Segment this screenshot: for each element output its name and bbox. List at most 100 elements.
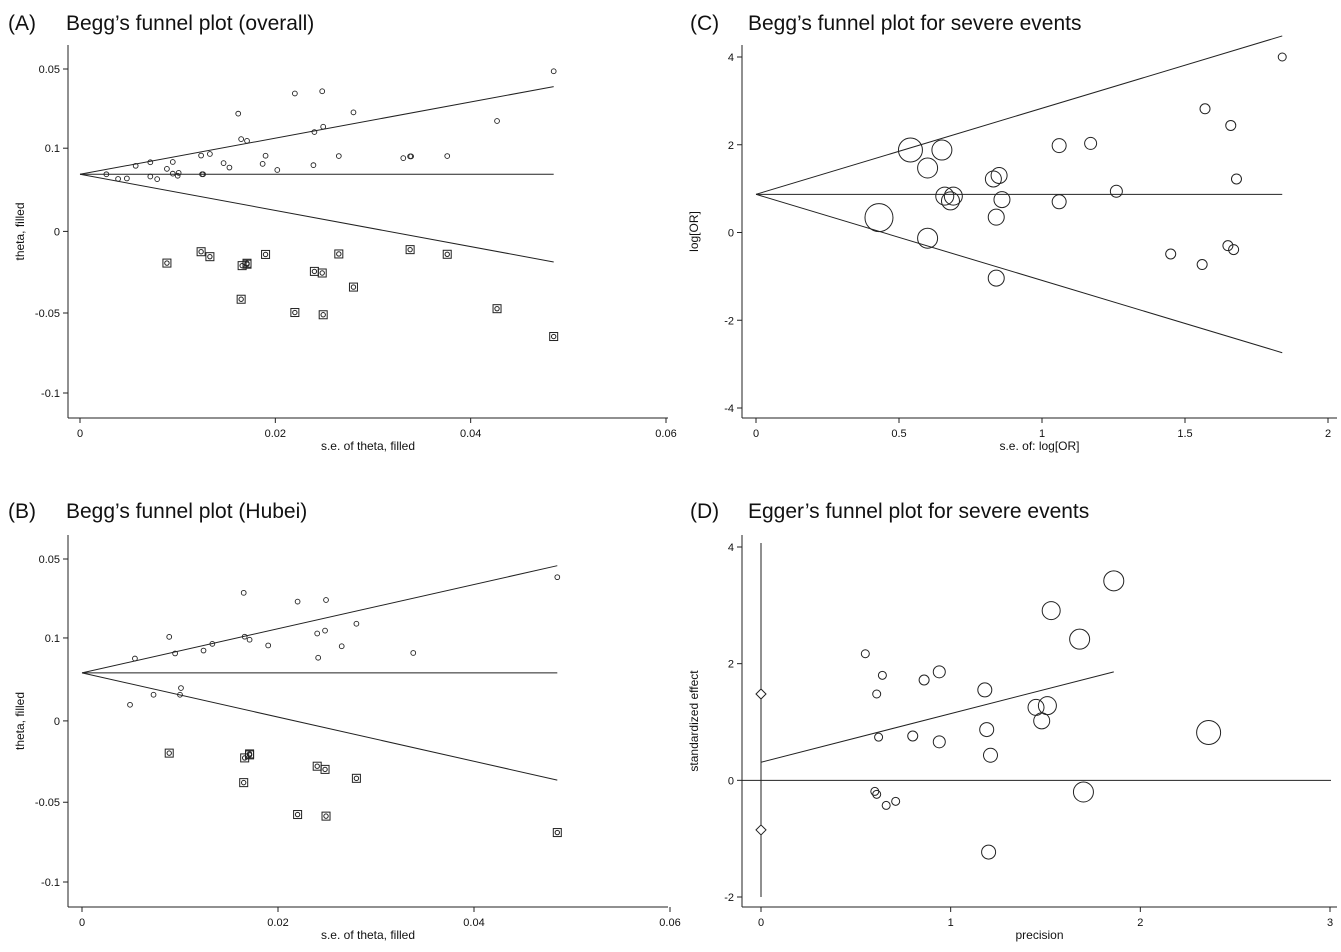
weighted-study-point — [1033, 712, 1051, 730]
study-point — [178, 685, 184, 691]
panel-b-tag: (B) — [8, 500, 36, 523]
x-tick-label: 0.06 — [655, 428, 676, 440]
study-point — [147, 173, 154, 180]
study-point — [150, 691, 157, 698]
weighted-study-point — [993, 191, 1011, 209]
panel-d-tag: (D) — [690, 500, 720, 523]
x-tick-label: 1 — [948, 917, 954, 929]
imputed-study-point — [246, 751, 253, 757]
y-axis-title: log[OR] — [687, 211, 701, 252]
study-point — [408, 153, 414, 160]
imputed-study-square — [317, 268, 327, 278]
study-point — [103, 171, 110, 178]
study-point — [550, 68, 557, 75]
study-point — [262, 152, 269, 159]
imputed-study-point — [292, 309, 298, 316]
weighted-study-point — [1084, 136, 1098, 150]
imputed-study-square — [321, 811, 331, 821]
weighted-study-point — [1041, 601, 1061, 621]
x-axis-title: s.e. of theta, filled — [321, 439, 415, 453]
study-point — [410, 650, 417, 656]
chart-d: 0 1 2 3 4 2 0 -2 precision standardized effect — [687, 535, 1337, 942]
imputed-study-square — [492, 304, 502, 314]
intercept-ci-diamond — [755, 688, 767, 700]
imputed-study-square — [239, 778, 249, 788]
weighted-study-point — [1051, 194, 1067, 210]
chart-b: 0 0.02 0.04 0.06 0.05 0.1 0 -0.05 -0.1 s.e. of th… — [13, 535, 681, 942]
x-axis-title: precision — [1015, 928, 1063, 942]
imputed-study-square — [318, 310, 328, 320]
x-tick-label: 0.02 — [267, 917, 288, 929]
study-point — [226, 164, 233, 171]
study-point — [400, 155, 407, 161]
imputed-study-square — [293, 810, 303, 820]
y-tick-label: 2 — [728, 659, 734, 671]
weighted-study-point — [907, 730, 919, 742]
weighted-study-point — [940, 191, 960, 211]
weighted-study-point — [864, 203, 894, 233]
imputed-study-point — [314, 763, 320, 769]
weighted-study-point — [987, 269, 1005, 287]
study-point — [177, 691, 183, 698]
y-tick-label: -2 — [724, 892, 734, 904]
study-point — [315, 654, 322, 661]
weighted-study-point — [943, 186, 963, 206]
study-point — [166, 633, 173, 640]
y-tick-label: -0.05 — [35, 797, 60, 809]
weighted-study-point — [897, 137, 923, 163]
study-point — [292, 90, 298, 97]
weighted-study-point — [1037, 696, 1057, 716]
x-tick-label: 2 — [1137, 917, 1143, 929]
study-point — [174, 172, 181, 179]
imputed-study-square — [236, 294, 246, 304]
imputed-study-point — [444, 251, 450, 257]
weighted-study-point — [1072, 781, 1094, 803]
y-tick-label: 0.05 — [39, 554, 60, 566]
y-tick-label: 4 — [728, 542, 734, 554]
weighted-study-point — [1222, 240, 1234, 252]
weighted-study-point — [935, 186, 955, 206]
imputed-study-point — [550, 333, 557, 340]
imputed-study-square — [290, 308, 300, 318]
panel-b-heading: Begg’s funnel plot (Hubei) — [66, 500, 308, 523]
study-point — [259, 161, 266, 167]
imputed-study-point — [554, 829, 560, 836]
x-tick-label: 0 — [758, 917, 764, 929]
study-point — [169, 170, 176, 177]
y-tick-label: 0 — [728, 228, 734, 240]
weighted-study-point — [987, 208, 1005, 226]
study-point — [265, 642, 272, 649]
imputed-study-point — [238, 296, 244, 302]
imputed-study-point — [241, 779, 247, 786]
y-tick-label: 0.1 — [45, 143, 60, 155]
weighted-study-point — [1109, 184, 1123, 198]
imputed-study-point — [239, 262, 245, 269]
imputed-study-point — [407, 246, 413, 253]
imputed-study-square — [164, 748, 174, 758]
panel-d-title: (D) Egger’s funnel plot for severe events — [690, 500, 1089, 524]
panel-c-heading: Begg’s funnel plot for severe events — [748, 12, 1082, 35]
study-point — [323, 597, 329, 603]
weighted-study-point — [877, 670, 887, 680]
imputed-study-point — [494, 305, 500, 312]
x-tick-label: 1.5 — [1177, 428, 1192, 440]
y-tick-label: 2 — [728, 140, 734, 152]
imputed-study-square — [312, 761, 322, 771]
weighted-study-point — [1103, 570, 1125, 592]
imputed-study-square — [320, 764, 330, 774]
imputed-study-point — [319, 270, 325, 276]
panel-a-title: (A) Begg’s funnel plot (overall) — [8, 12, 314, 36]
weighted-study-point — [1051, 138, 1067, 154]
imputed-study-square — [245, 749, 255, 759]
weighted-study-point — [860, 649, 870, 659]
study-point — [246, 636, 253, 643]
imputed-study-square — [552, 828, 562, 838]
y-tick-label: 4 — [728, 52, 734, 64]
chart-c: 0 0.5 1 1.5 2 4 2 0 -2 -4 s.e. of: log[OR] log[OR] — [687, 35, 1337, 453]
panel-d-heading: Egger’s funnel plot for severe events — [748, 500, 1090, 523]
study-point — [335, 153, 342, 159]
y-tick-label: -4 — [724, 403, 734, 415]
study-point — [244, 137, 250, 144]
study-point — [164, 165, 170, 172]
